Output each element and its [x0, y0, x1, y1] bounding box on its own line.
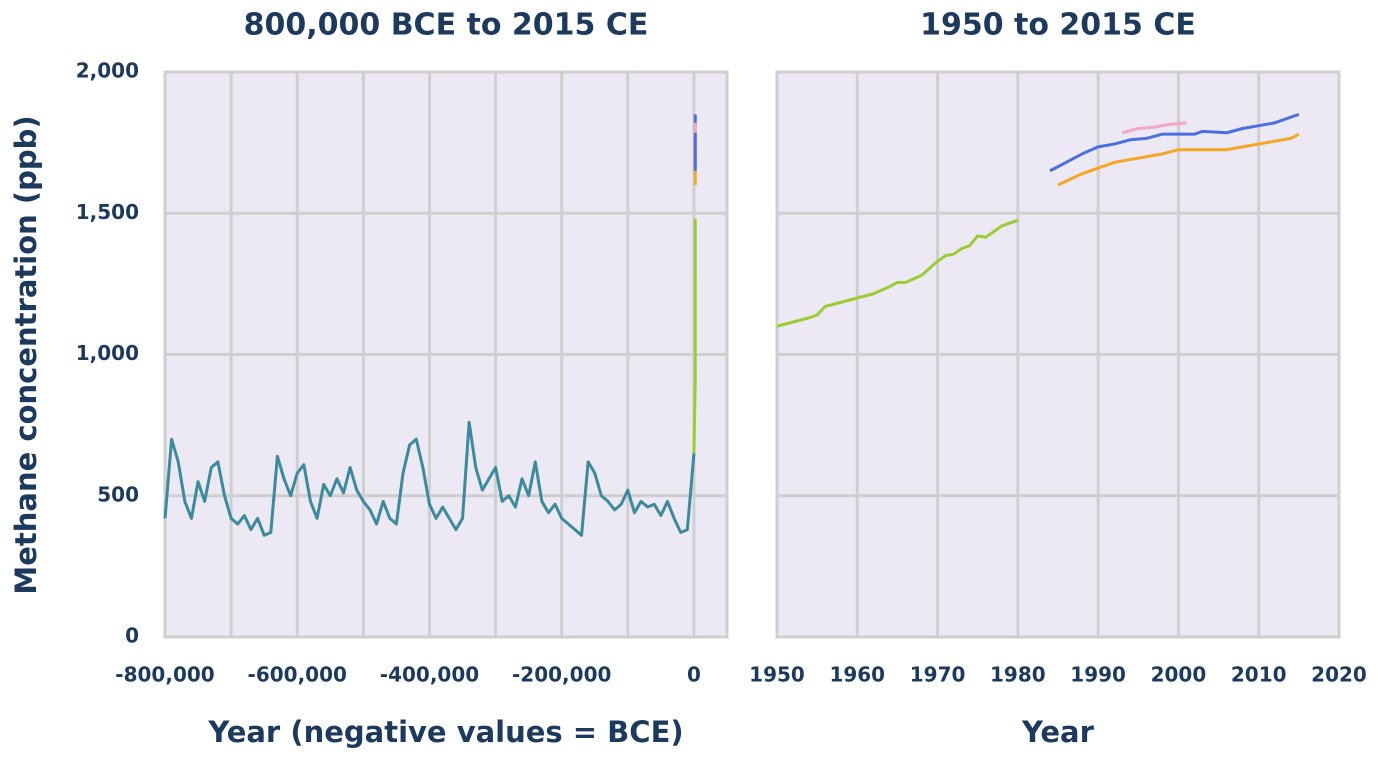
y-tick-label: 2,000: [76, 59, 139, 83]
y-tick-label: 500: [97, 482, 139, 506]
plot-border: [775, 70, 1341, 639]
y-axis-label: Methane concentration (ppb): [9, 115, 43, 594]
x-tick-label: 0: [687, 663, 701, 687]
x-tick-label: 1980: [990, 663, 1046, 687]
chart-title: 800,000 BCE to 2015 CE: [244, 8, 649, 43]
x-tick-label: -800,000: [115, 663, 214, 687]
x-tick-label: 1950: [749, 663, 805, 687]
x-tick-label: 2020: [1311, 663, 1367, 687]
x-tick-label: -400,000: [380, 663, 479, 687]
x-tick-label: -200,000: [512, 663, 611, 687]
series-line: [776, 218, 1019, 328]
series-line: [1049, 112, 1300, 173]
x-axis-label: Year (negative values = BCE): [207, 715, 683, 749]
x-tick-label: 2010: [1231, 663, 1287, 687]
chart-title: 1950 to 2015 CE: [920, 8, 1196, 43]
series-line: [163, 420, 696, 537]
series-line: [692, 218, 697, 454]
x-tick-label: 1970: [910, 663, 966, 687]
x-tick-label: 2000: [1151, 663, 1207, 687]
x-tick-label: 1990: [1070, 663, 1126, 687]
series-line: [1057, 132, 1300, 187]
x-tick-label: 1960: [829, 663, 885, 687]
y-tick-label: 1,500: [76, 200, 139, 224]
series-line: [1121, 121, 1187, 135]
x-tick-label: -600,000: [248, 663, 347, 687]
plot-border: [163, 70, 729, 639]
y-tick-label: 0: [125, 624, 139, 648]
x-axis-label: Year: [1021, 715, 1095, 749]
y-tick-label: 1,000: [76, 341, 139, 365]
